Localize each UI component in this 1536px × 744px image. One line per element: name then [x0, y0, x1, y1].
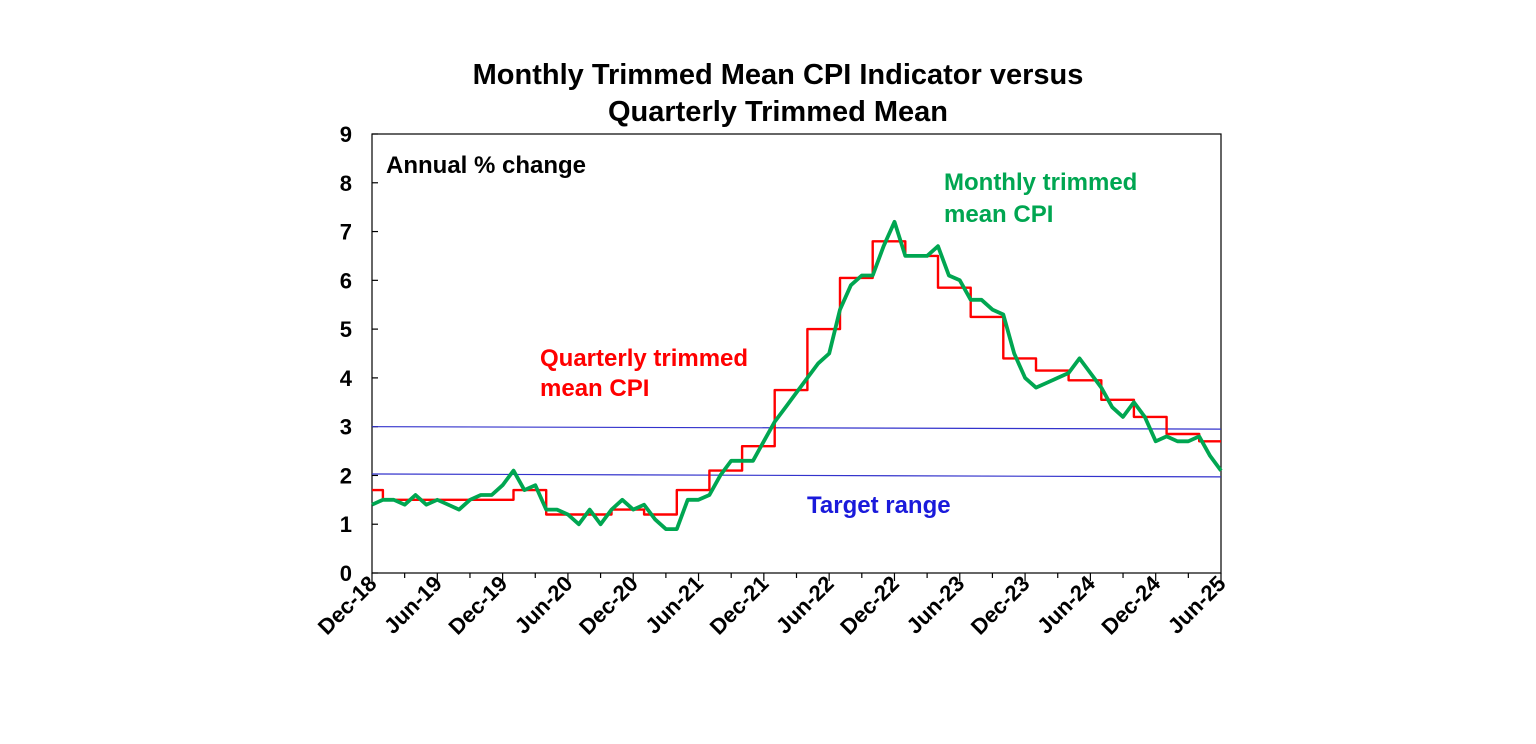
monthly-series-label-line-1: Monthly trimmed [944, 169, 1137, 196]
x-tick-label: Jun-20 [510, 571, 578, 639]
x-tick-label: Dec-24 [1097, 570, 1166, 639]
x-tick-label: Dec-19 [443, 571, 512, 640]
unit-label: Annual % change [386, 152, 586, 179]
y-tick-label: 3 [340, 415, 352, 440]
target-lower-line [371, 473, 1222, 478]
monthly-series-label-line-2: mean CPI [944, 201, 1053, 228]
x-tick-label: Jun-21 [640, 571, 708, 639]
monthly-series-line [371, 219, 1223, 531]
x-tick-label: Jun-25 [1163, 571, 1231, 639]
y-tick-label: 7 [340, 220, 352, 245]
y-tick-label: 4 [340, 366, 353, 391]
chart-title-line-2: Quarterly Trimmed Mean [608, 96, 948, 128]
y-tick-label: 9 [340, 122, 352, 147]
y-tick-label: 2 [340, 463, 352, 488]
series-lines [371, 219, 1223, 531]
y-tick-label: 0 [340, 561, 352, 586]
x-tick-label: Dec-21 [705, 571, 774, 640]
y-tick-label: 8 [340, 171, 352, 196]
y-tick-label: 1 [340, 512, 352, 537]
x-axis: Dec-18Jun-19Dec-19Jun-20Dec-20Jun-21Dec-… [313, 570, 1231, 639]
x-tick-label: Jun-19 [379, 571, 447, 639]
target-range [371, 426, 1222, 478]
y-tick-label: 6 [340, 268, 352, 293]
quarterly-series-label-line-1: Quarterly trimmed [540, 345, 748, 372]
target-upper-line [371, 426, 1222, 430]
x-tick-label: Dec-20 [574, 571, 643, 640]
plot-frame [371, 133, 1222, 574]
y-tick-label: 5 [340, 317, 352, 342]
x-tick-label: Jun-24 [1032, 570, 1100, 638]
quarterly-series-label-line-2: mean CPI [540, 375, 649, 402]
x-tick-label: Jun-23 [901, 571, 969, 639]
x-tick-label: Jun-22 [771, 571, 839, 639]
target-range-label: Target range [807, 492, 951, 519]
x-tick-label: Dec-23 [966, 571, 1035, 640]
x-tick-label: Dec-22 [835, 571, 904, 640]
y-axis: 0 1 2 3 4 5 6 7 8 9 [340, 122, 378, 586]
chart-title-line-1: Monthly Trimmed Mean CPI Indicator versu… [473, 59, 1084, 91]
